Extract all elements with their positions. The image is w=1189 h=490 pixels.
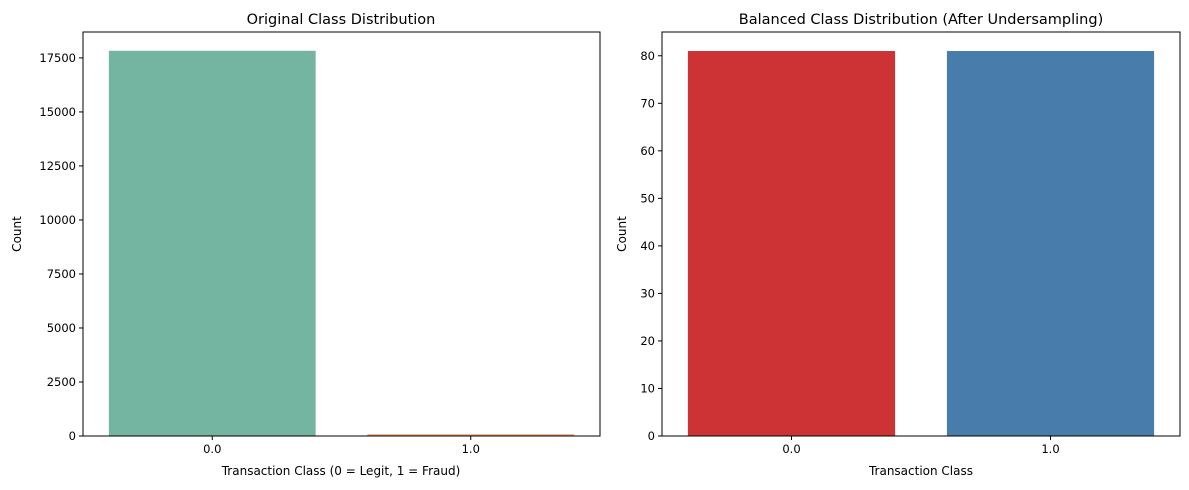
chart-balanced-ytick-label-8: 80 (640, 49, 655, 63)
chart-balanced-ytick-label-3: 30 (640, 286, 655, 300)
chart-original-title: Original Class Distribution (247, 12, 436, 28)
chart-balanced-frame (661, 31, 1181, 437)
chart-balanced-ytick-label-5: 50 (640, 191, 655, 205)
chart-original-ytick-label-4: 10000 (39, 213, 76, 227)
chart-original-ytick-label-7: 17500 (39, 51, 76, 65)
chart-balanced-xlabel: Transaction Class (868, 464, 973, 478)
chart-balanced-bar-1 (946, 51, 1155, 436)
chart-original-xaxis: 0.0 1.0 (203, 436, 480, 456)
chart-balanced-ylabel: Count (615, 216, 629, 252)
chart-balanced-title: Balanced Class Distribution (After Under… (739, 12, 1103, 28)
chart-original-xtick-label-0: 0.0 (203, 442, 221, 456)
chart-original-bar-1 (367, 434, 575, 436)
chart-balanced-ytick-label-7: 70 (640, 96, 655, 110)
chart-balanced-ytick-label-6: 60 (640, 144, 655, 158)
chart-balanced-bar-0 (687, 51, 896, 436)
chart-original-bars (108, 50, 575, 437)
chart-balanced-yaxis: 0 10 20 30 40 50 60 70 80 (640, 49, 662, 443)
chart-original-ylabel: Count (10, 216, 24, 252)
chart-original-xlabel: Transaction Class (0 = Legit, 1 = Fraud) (221, 464, 461, 478)
chart-balanced-xtick-label-0: 0.0 (782, 442, 800, 456)
chart-balanced: Balanced Class Distribution (After Under… (615, 12, 1181, 478)
chart-balanced-ytick-label-0: 0 (648, 429, 655, 443)
chart-balanced-ytick-label-1: 10 (640, 381, 655, 395)
chart-balanced-bars (687, 51, 1155, 436)
chart-original-ytick-label-3: 7500 (47, 267, 76, 281)
chart-original-ytick-label-5: 12500 (39, 159, 76, 173)
chart-original-yaxis: 0 2500 5000 7500 10000 12500 15000 17500 (39, 51, 83, 443)
chart-balanced-ytick-label-4: 40 (640, 239, 655, 253)
chart-original-ytick-label-2: 5000 (47, 321, 76, 335)
chart-original-ytick-label-6: 15000 (39, 105, 76, 119)
chart-original-bar-0 (108, 50, 316, 437)
chart-original-ytick-label-0: 0 (69, 429, 76, 443)
chart-balanced-xtick-label-1: 1.0 (1041, 442, 1059, 456)
chart-balanced-xaxis: 0.0 1.0 (782, 436, 1060, 456)
chart-balanced-ytick-label-2: 20 (640, 334, 655, 348)
chart-original: Original Class Distribution 0 2500 5000 750… (10, 12, 601, 478)
chart-original-ytick-label-1: 2500 (47, 375, 76, 389)
chart-original-frame (82, 31, 601, 437)
chart-original-xtick-label-1: 1.0 (462, 442, 480, 456)
